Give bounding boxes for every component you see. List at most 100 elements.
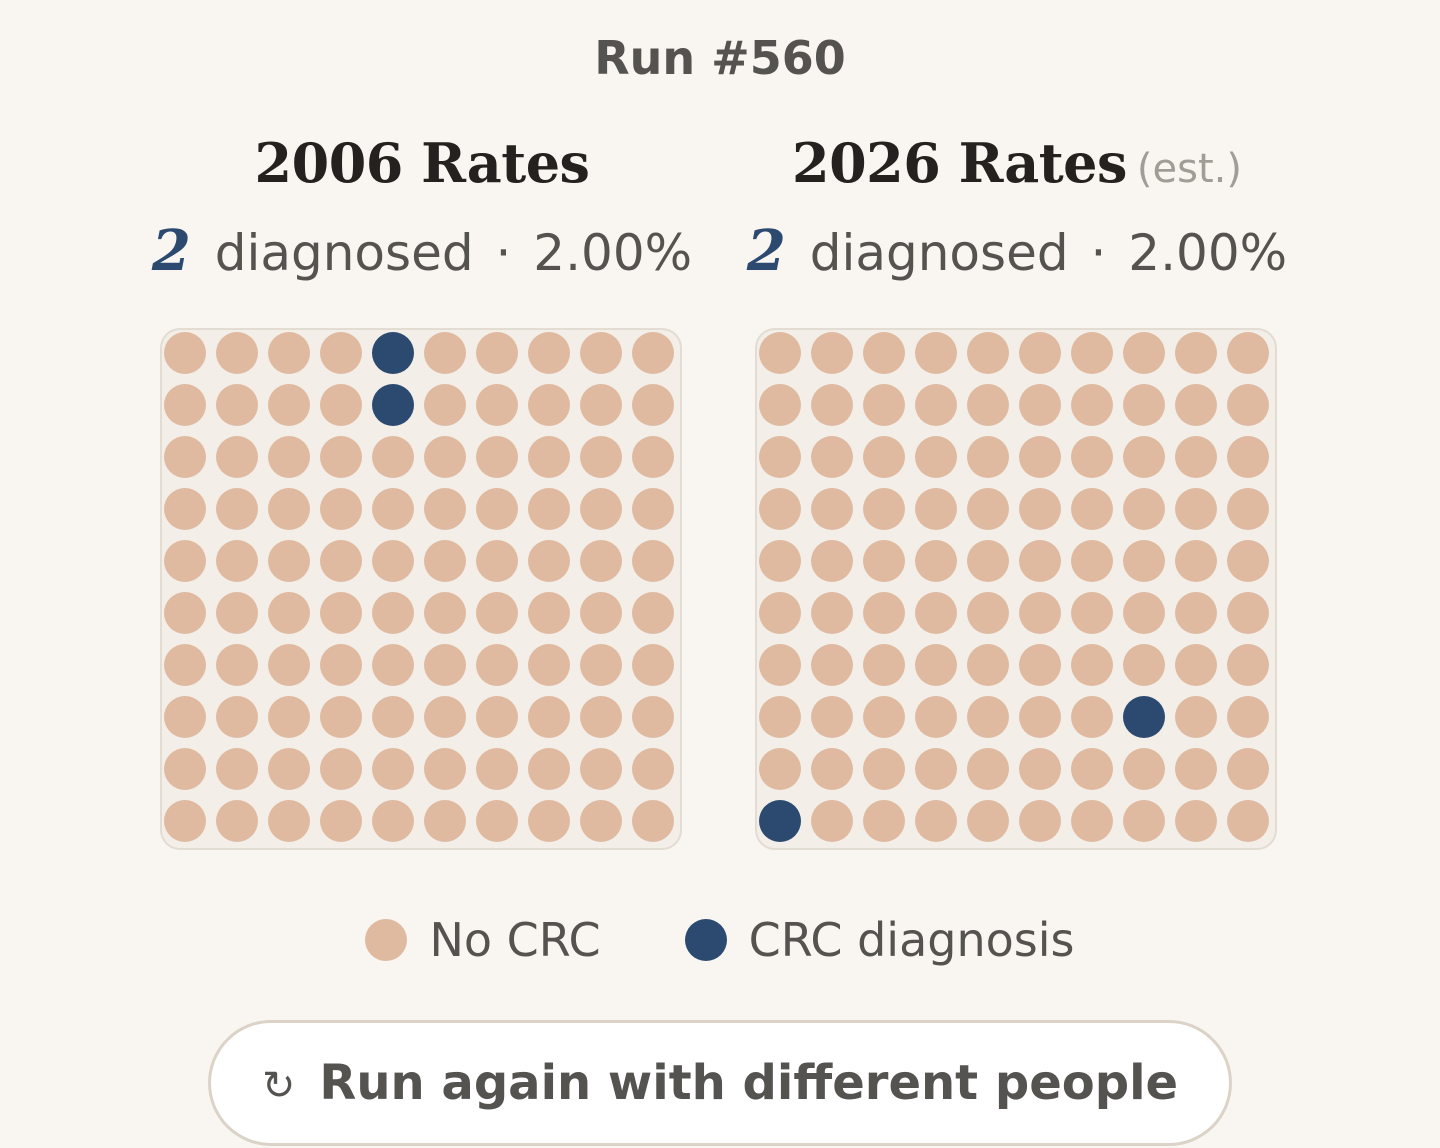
person-dot [372, 644, 414, 686]
person-dot [1071, 384, 1113, 426]
person-dot [320, 540, 362, 582]
person-dot [1019, 696, 1061, 738]
person-dot [476, 696, 518, 738]
person-dot [476, 540, 518, 582]
estimate-note: (est.) [1136, 146, 1242, 192]
run-again-label: Run again with different people [319, 1055, 1179, 1111]
panel-title: 2026 Rates (est.) [737, 128, 1297, 198]
person-dot [216, 488, 258, 530]
person-dot [1071, 332, 1113, 374]
person-dot [216, 332, 258, 374]
person-dot [1019, 384, 1061, 426]
person-dot [967, 436, 1009, 478]
person-dot [1175, 592, 1217, 634]
person-dot [1227, 488, 1269, 530]
person-dot [811, 540, 853, 582]
person-dot [1175, 644, 1217, 686]
person-dot [476, 332, 518, 374]
person-dot [1071, 592, 1113, 634]
person-dot [528, 800, 570, 842]
person-dot [632, 644, 674, 686]
person-dot [632, 748, 674, 790]
diagnosed-count: 2 [746, 218, 786, 284]
person-dot [268, 592, 310, 634]
person-dot [915, 332, 957, 374]
person-dot [476, 592, 518, 634]
person-dot [632, 332, 674, 374]
person-dot [759, 592, 801, 634]
person-dot [580, 332, 622, 374]
person-dot [1019, 748, 1061, 790]
person-dot [164, 696, 206, 738]
person-dot [320, 592, 362, 634]
person-dot [320, 332, 362, 374]
person-dot [915, 592, 957, 634]
person-dot [1227, 384, 1269, 426]
person-dot [424, 384, 466, 426]
person-dot [1071, 644, 1113, 686]
person-dot [863, 436, 905, 478]
person-dot [528, 592, 570, 634]
person-dot [1019, 644, 1061, 686]
person-dot [580, 384, 622, 426]
person-dot [811, 800, 853, 842]
person-dot [863, 592, 905, 634]
person-dot [1123, 540, 1165, 582]
person-dot [1071, 748, 1113, 790]
person-dot [216, 696, 258, 738]
person-dot [967, 748, 1009, 790]
person-dot [811, 488, 853, 530]
person-dot [915, 748, 957, 790]
run-again-button[interactable]: ↻ Run again with different people [208, 1020, 1232, 1146]
person-dot [528, 644, 570, 686]
person-dot [320, 384, 362, 426]
person-dot [580, 592, 622, 634]
person-dot [164, 332, 206, 374]
person-dot [967, 800, 1009, 842]
person-dot [632, 696, 674, 738]
person-dot [320, 696, 362, 738]
person-dot [811, 644, 853, 686]
person-dot [759, 748, 801, 790]
person-dot [1123, 384, 1165, 426]
person-dot [476, 488, 518, 530]
person-dot [320, 488, 362, 530]
person-dot [915, 436, 957, 478]
person-dot [1227, 332, 1269, 374]
person-dot [759, 488, 801, 530]
person-dot [424, 644, 466, 686]
person-dot [268, 748, 310, 790]
person-dot [759, 436, 801, 478]
person-dot [811, 436, 853, 478]
person-dot [863, 384, 905, 426]
person-dot [320, 644, 362, 686]
person-dot [1227, 540, 1269, 582]
person-dot [528, 488, 570, 530]
person-dot [1019, 488, 1061, 530]
person-dot [528, 540, 570, 582]
person-dot [268, 800, 310, 842]
person-dot [476, 436, 518, 478]
person-dot [528, 384, 570, 426]
person-dot [580, 488, 622, 530]
person-dot [967, 384, 1009, 426]
person-dot [268, 384, 310, 426]
person-dot [580, 800, 622, 842]
person-dot [1175, 540, 1217, 582]
person-dot [424, 332, 466, 374]
person-dot [320, 800, 362, 842]
person-dot [967, 332, 1009, 374]
person-dot [216, 540, 258, 582]
person-dot [863, 748, 905, 790]
run-title: Run #560 [594, 31, 846, 85]
person-dot [268, 644, 310, 686]
person-dot [164, 592, 206, 634]
person-dot [811, 748, 853, 790]
person-dot [268, 696, 310, 738]
person-dot [632, 800, 674, 842]
person-dot [164, 384, 206, 426]
person-dot [632, 488, 674, 530]
separator: · [495, 224, 512, 282]
person-dot [580, 540, 622, 582]
person-dot [216, 592, 258, 634]
